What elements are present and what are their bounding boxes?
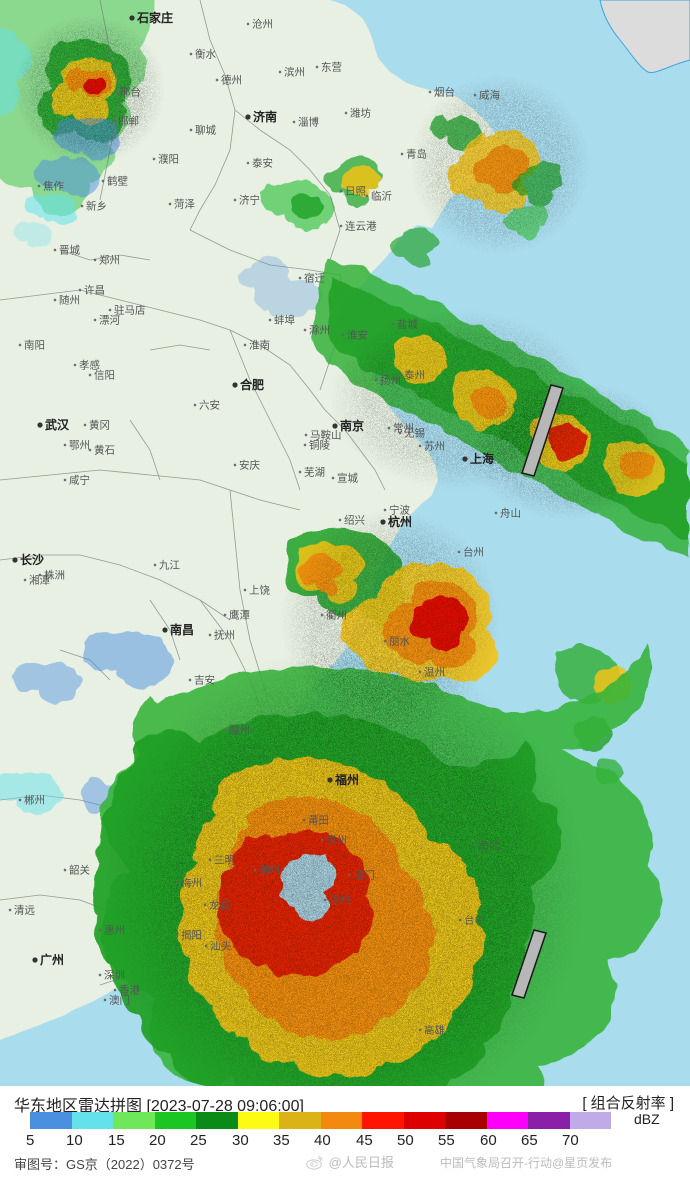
svg-text:南昌: 南昌 [170,622,194,637]
svg-text:广州: 广州 [40,952,64,967]
svg-text:舟山: 舟山 [500,507,521,520]
svg-text:孝感: 孝感 [79,359,100,372]
svg-text:咸宁: 咸宁 [69,474,90,487]
svg-text:苏州: 苏州 [424,440,445,453]
svg-text:郑州: 郑州 [99,254,120,267]
svg-text:泰州: 泰州 [404,369,425,382]
svg-text:赣州: 赣州 [229,724,250,737]
svg-text:滨州: 滨州 [284,66,305,79]
svg-text:台州: 台州 [463,546,484,559]
svg-text:威海: 威海 [479,89,500,102]
svg-text:淮南: 淮南 [249,339,270,352]
svg-text:深圳: 深圳 [104,970,125,982]
svg-text:上饶: 上饶 [249,584,270,597]
svg-text:龙岩: 龙岩 [209,899,230,912]
svg-text:滁州: 滁州 [309,324,330,337]
svg-text:漳州: 漳州 [329,894,350,907]
svg-text:邯郸: 邯郸 [118,115,139,128]
svg-text:抚州: 抚州 [214,630,235,642]
svg-text:泰安: 泰安 [252,157,273,170]
svg-text:南阳: 南阳 [24,339,45,352]
svg-text:晋城: 晋城 [59,245,80,257]
svg-text:台中: 台中 [464,914,485,927]
svg-text:淄博: 淄博 [298,116,319,129]
svg-text:蚌埠: 蚌埠 [274,314,295,327]
svg-text:高雄: 高雄 [424,1024,445,1037]
svg-text:新乡: 新乡 [86,200,107,213]
svg-text:铜陵: 铜陵 [309,440,330,452]
svg-text:邢台: 邢台 [120,86,141,99]
svg-text:温州: 温州 [424,667,445,679]
svg-text:盐城: 盐城 [397,318,418,331]
svg-text:菏泽: 菏泽 [174,199,195,211]
svg-text:黄冈: 黄冈 [89,419,110,432]
svg-text:许昌: 许昌 [84,284,105,297]
svg-text:上海: 上海 [470,451,494,466]
svg-text:东营: 东营 [321,61,342,74]
svg-text:丽水: 丽水 [389,636,410,648]
svg-text:武汉: 武汉 [45,417,70,432]
svg-text:清远: 清远 [14,904,35,917]
svg-text:莆田: 莆田 [308,814,329,827]
svg-text:临沂: 临沂 [371,190,392,203]
svg-text:南京: 南京 [340,418,364,433]
svg-text:石家庄: 石家庄 [136,10,173,25]
svg-text:衡水: 衡水 [195,49,216,61]
svg-text:济南: 济南 [253,109,277,124]
svg-text:安庆: 安庆 [239,459,260,472]
svg-text:淮安: 淮安 [347,329,368,342]
svg-text:宁波: 宁波 [389,504,410,517]
svg-text:湘潭: 湘潭 [29,574,50,587]
svg-text:六安: 六安 [199,399,220,412]
svg-text:宿迁: 宿迁 [304,272,325,285]
svg-text:泉州: 泉州 [326,834,347,847]
svg-text:梅州: 梅州 [181,877,202,890]
svg-text:济宁: 济宁 [239,194,260,207]
svg-text:扬州: 扬州 [380,374,401,387]
svg-text:随州: 随州 [59,294,80,307]
svg-text:潮州: 潮州 [259,864,280,877]
svg-text:福州: 福州 [334,772,359,787]
svg-text:芜湖: 芜湖 [304,466,325,479]
svg-text:驻马店: 驻马店 [114,304,146,317]
svg-text:长沙: 长沙 [20,552,44,567]
svg-text:三明: 三明 [214,855,235,867]
svg-text:青岛: 青岛 [406,148,427,161]
svg-text:厦门: 厦门 [354,869,375,882]
svg-text:吉安: 吉安 [194,674,215,687]
svg-text:常州: 常州 [393,422,414,435]
svg-text:鹰潭: 鹰潭 [229,609,250,622]
svg-text:九江: 九江 [159,560,180,572]
svg-text:揭阳: 揭阳 [181,929,202,942]
svg-text:濮阳: 濮阳 [158,153,179,166]
svg-text:聊城: 聊城 [195,124,216,137]
svg-text:台北: 台北 [479,839,500,852]
svg-text:德州: 德州 [221,74,242,87]
svg-text:连云港: 连云港 [345,220,377,233]
svg-text:衢州: 衢州 [326,610,347,622]
svg-text:汕头: 汕头 [210,941,231,953]
svg-text:郴州: 郴州 [24,794,45,807]
svg-text:烟台: 烟台 [434,86,455,99]
svg-text:鄂州: 鄂州 [69,440,90,452]
svg-text:潍坊: 潍坊 [350,107,371,120]
svg-text:韶关: 韶关 [69,864,90,877]
svg-text:鹤壁: 鹤壁 [107,175,128,188]
svg-text:黄石: 黄石 [94,444,115,457]
svg-text:焦作: 焦作 [43,180,64,193]
svg-text:绍兴: 绍兴 [344,514,365,527]
svg-text:合肥: 合肥 [240,377,264,392]
svg-text:宣城: 宣城 [337,472,358,485]
svg-text:日照: 日照 [345,186,366,198]
svg-text:澳门: 澳门 [109,994,130,1007]
svg-text:惠州: 惠州 [104,924,125,937]
svg-text:沧州: 沧州 [252,18,273,31]
